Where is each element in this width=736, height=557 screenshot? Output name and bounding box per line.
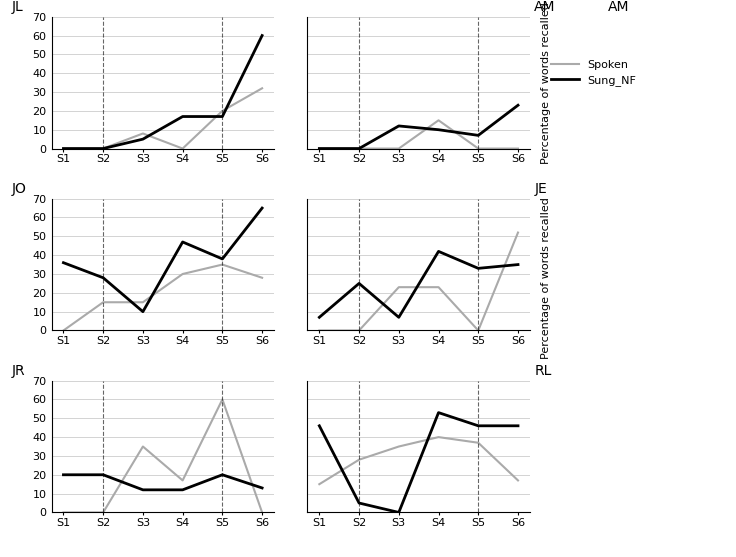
Text: JE: JE [534,182,547,196]
Text: JO: JO [12,182,26,196]
Text: JR: JR [12,364,25,378]
Y-axis label: Percentage of words recalled: Percentage of words recalled [541,2,551,164]
Legend: Spoken, Sung_NF: Spoken, Sung_NF [547,55,641,91]
Text: RL: RL [534,364,552,378]
Text: AM: AM [608,0,629,14]
Text: Percentage of words recalled: Percentage of words recalled [541,198,551,359]
Text: JL: JL [12,0,24,14]
Text: AM: AM [534,0,556,14]
